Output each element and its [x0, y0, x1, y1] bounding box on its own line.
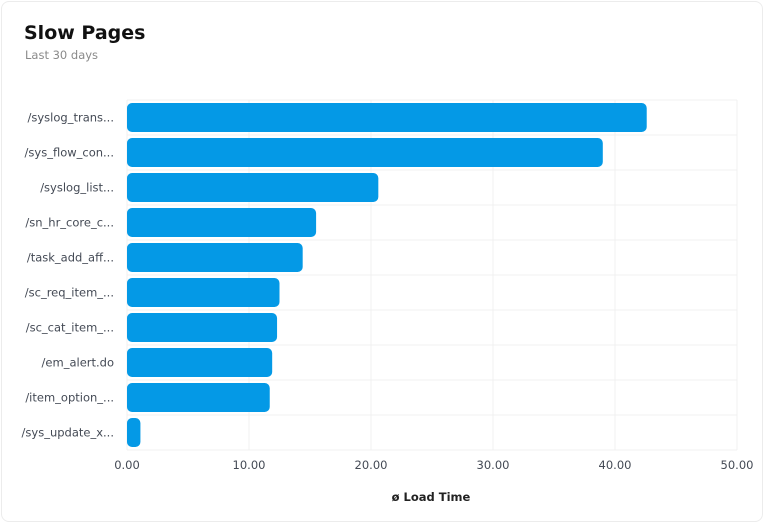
- bar[interactable]: [127, 348, 273, 377]
- x-tick-label: 0.00: [114, 458, 140, 472]
- bar[interactable]: [127, 138, 603, 167]
- category-label: /task_add_aff...: [27, 251, 114, 265]
- category-label: /sc_cat_item_...: [26, 321, 114, 335]
- x-tick-label: 20.00: [355, 458, 388, 472]
- bar[interactable]: [127, 173, 379, 202]
- bar[interactable]: [127, 278, 280, 307]
- category-label: /sys_flow_con...: [25, 146, 114, 160]
- page-subtitle: Last 30 days: [25, 48, 99, 62]
- category-labels: /syslog_trans... /sys_flow_con... /syslog_…: [22, 111, 114, 440]
- x-axis-title: ø Load Time: [392, 490, 471, 504]
- bar[interactable]: [127, 383, 270, 412]
- grid-layer: [126, 99, 738, 451]
- x-tick-labels: 0.00 10.00 20.00 30.00 40.00 50.00: [114, 458, 753, 472]
- x-tick-label: 50.00: [721, 458, 754, 472]
- bar[interactable]: [127, 313, 278, 342]
- page-title: Slow Pages: [24, 22, 146, 44]
- category-label: /syslog_trans...: [28, 111, 114, 125]
- category-label: /item_option_...: [25, 391, 114, 405]
- bar[interactable]: [127, 103, 647, 132]
- category-label: /sys_update_x...: [22, 426, 114, 440]
- category-label: /sn_hr_core_c...: [25, 216, 114, 230]
- bar[interactable]: [127, 243, 303, 272]
- category-label: /syslog_list...: [40, 181, 114, 195]
- category-label: /sc_req_item_...: [25, 286, 114, 300]
- x-tick-label: 30.00: [477, 458, 510, 472]
- bar[interactable]: [127, 208, 317, 237]
- category-label: /em_alert.do: [42, 356, 114, 370]
- x-tick-label: 10.00: [233, 458, 266, 472]
- bar-layer: [127, 103, 647, 447]
- x-tick-label: 40.00: [599, 458, 632, 472]
- bar[interactable]: [127, 418, 141, 447]
